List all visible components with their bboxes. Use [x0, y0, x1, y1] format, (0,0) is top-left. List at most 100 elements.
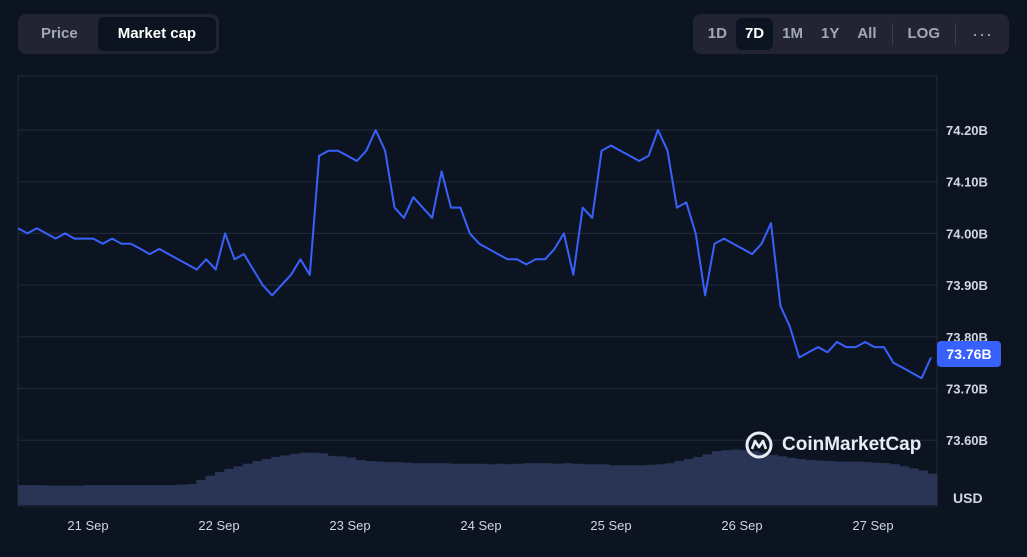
- volume-bar: [139, 485, 150, 505]
- x-tick-label: 25 Sep: [590, 518, 631, 533]
- volume-bar: [374, 461, 385, 505]
- volume-bar: [777, 456, 788, 505]
- volume-bar: [36, 485, 47, 505]
- range-1y-button[interactable]: 1Y: [820, 25, 840, 42]
- volume-bar: [233, 466, 244, 505]
- volume-bar: [730, 449, 741, 505]
- volume-bar: [486, 464, 497, 505]
- volume-bar: [524, 463, 535, 505]
- range-1d-button[interactable]: 1D: [707, 25, 727, 42]
- volume-bar: [843, 461, 854, 505]
- volume-bar: [636, 465, 647, 505]
- volume-bar: [205, 475, 216, 505]
- volume-bar: [768, 454, 778, 505]
- volume-bar: [618, 465, 628, 505]
- volume-bar: [927, 473, 938, 505]
- volume-bar: [496, 463, 507, 505]
- volume-bar: [261, 459, 272, 505]
- coinmarketcap-watermark: CoinMarketCap: [744, 430, 921, 460]
- volume-bar: [393, 462, 403, 505]
- volume-bar: [130, 485, 141, 505]
- coinmarketcap-logo-icon: [745, 431, 773, 459]
- volume-bar: [168, 485, 178, 505]
- volume-bar: [655, 464, 666, 505]
- volume-bar: [308, 452, 319, 505]
- volume-bar: [93, 485, 103, 505]
- x-tick-label: 26 Sep: [721, 518, 762, 533]
- volume-bar: [590, 464, 600, 505]
- price-tab[interactable]: Price: [41, 25, 78, 42]
- volume-bar: [627, 465, 638, 505]
- volume-bar: [824, 461, 835, 505]
- volume-bar: [383, 462, 394, 505]
- volume-bar: [861, 462, 872, 505]
- volume-bar: [561, 463, 572, 505]
- volume-bar: [543, 463, 553, 505]
- y-tick-label: 73.90B: [946, 278, 988, 293]
- volume-bar: [64, 485, 75, 505]
- volume-bar: [880, 463, 891, 505]
- volume-bar: [533, 463, 544, 505]
- volume-bar: [749, 451, 760, 505]
- volume-bar: [608, 465, 619, 505]
- x-tick-label: 27 Sep: [852, 518, 893, 533]
- volume-bar: [805, 460, 816, 505]
- volume-bar: [599, 464, 610, 505]
- volume-bar: [177, 484, 188, 505]
- volume-bar: [468, 463, 478, 505]
- volume-bar: [271, 456, 281, 505]
- volume-bar: [693, 456, 703, 505]
- volume-bar: [683, 459, 694, 505]
- volume-bar: [439, 463, 450, 505]
- volume-bar: [318, 453, 328, 505]
- volume-bar: [796, 459, 807, 505]
- volume-bar: [214, 472, 225, 505]
- volume-bar: [833, 461, 844, 505]
- volume-bar: [552, 463, 563, 505]
- volume-bar: [702, 454, 713, 505]
- chart-type-toggle: Price Market cap: [18, 14, 220, 54]
- volume-bar: [421, 463, 432, 505]
- volume-bar: [411, 463, 422, 505]
- volume-bar: [402, 462, 413, 505]
- volume-bar: [740, 450, 750, 505]
- volume-bar: [346, 457, 356, 505]
- volume-bar: [580, 464, 591, 505]
- range-7d-button[interactable]: 7D: [735, 18, 774, 50]
- volume-bar: [224, 468, 235, 505]
- range-1m-button[interactable]: 1M: [782, 25, 803, 42]
- y-tick-label: 74.00B: [946, 226, 988, 241]
- volume-bar: [721, 450, 732, 505]
- volume-bar: [758, 452, 769, 505]
- market-cap-series-line: [17, 129, 932, 380]
- more-options-icon[interactable]: ···: [972, 23, 993, 44]
- volume-bar: [364, 461, 375, 505]
- volume-bar: [121, 485, 131, 505]
- volume-bar: [908, 468, 919, 505]
- volume-bar: [149, 485, 160, 505]
- volume-bar: [55, 485, 66, 505]
- watermark-text: CoinMarketCap: [782, 434, 922, 455]
- volume-bar: [327, 455, 338, 505]
- chart-grid: [17, 75, 938, 507]
- market-cap-tab[interactable]: Market cap: [97, 17, 217, 51]
- volume-bar: [158, 485, 169, 505]
- y-axis: 73.60B73.70B73.80B73.90B74.00B74.10B74.2…: [946, 123, 988, 448]
- y-tick-label: 73.60B: [946, 433, 988, 448]
- volume-bar: [243, 463, 253, 505]
- volume-bar: [430, 463, 441, 505]
- volume-bar: [674, 461, 685, 505]
- log-scale-button[interactable]: LOG: [907, 25, 941, 42]
- range-divider: [955, 23, 957, 45]
- currency-label: USD: [953, 490, 983, 506]
- volume-bar: [571, 463, 582, 505]
- volume-bar: [505, 464, 516, 505]
- x-tick-label: 21 Sep: [67, 518, 108, 533]
- volume-bars: [18, 449, 938, 505]
- volume-bar: [18, 485, 28, 505]
- volume-bar: [27, 485, 38, 505]
- volume-bar: [186, 484, 197, 505]
- range-all-button[interactable]: All: [857, 25, 877, 42]
- volume-bar: [918, 470, 929, 505]
